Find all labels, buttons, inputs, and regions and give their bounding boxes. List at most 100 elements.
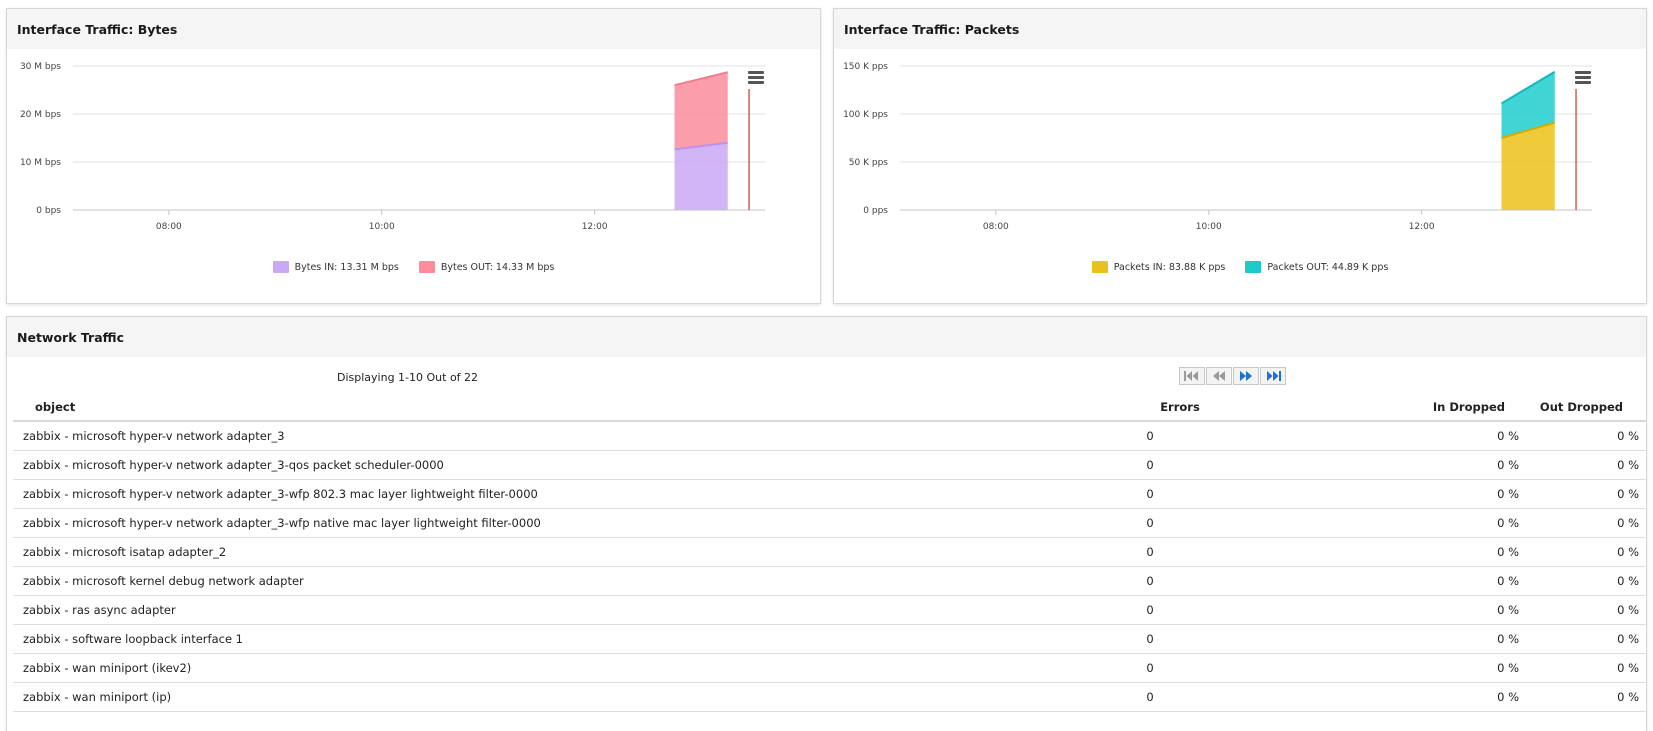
legend-packets-in[interactable]: Packets IN: 83.88 K pps [1091, 261, 1226, 273]
bytes-out-swatch [418, 261, 435, 273]
out-dropped-cell: 0 % [1525, 479, 1647, 509]
pagination-summary: Displaying 1-10 Out of 22 [337, 371, 479, 384]
packets-series-out-area [1501, 71, 1555, 138]
table-row[interactable]: zabbix - ras async adapter 0 0 % 0 % [13, 595, 1647, 625]
bytes-y-tick-label: 20 M bps [20, 110, 61, 120]
errors-cell: 0 [1015, 653, 1285, 683]
out-dropped-cell: 0 % [1525, 624, 1647, 654]
packets-series-in-area [1501, 122, 1555, 210]
bytes-y-tick-label: 10 M bps [20, 158, 61, 168]
errors-cell: 0 [1015, 421, 1285, 451]
legend-bytes-in-label: Bytes IN: 13.31 M bps [294, 261, 399, 273]
in-dropped-cell: 0 % [1285, 508, 1525, 538]
next-page-button[interactable] [1233, 367, 1259, 385]
out-dropped-cell: 0 % [1525, 653, 1647, 683]
packets-menu-icon-bar [1575, 76, 1591, 79]
pagination-controls [1179, 367, 1286, 385]
packets-in-swatch [1091, 261, 1108, 273]
bytes-menu-icon-bar [748, 81, 764, 84]
packets-x-tick-label: 12:00 [1409, 222, 1435, 232]
bytes-series-in-line [674, 141, 728, 151]
table-row[interactable]: zabbix - microsoft hyper-v network adapt… [13, 479, 1647, 509]
packets-panel-title: Interface Traffic: Packets [834, 9, 1646, 49]
network-panel-title: Network Traffic [7, 317, 1646, 357]
packets-menu-icon[interactable] [1575, 71, 1591, 84]
in-dropped-cell: 0 % [1285, 653, 1525, 683]
bytes-x-tick-label: 10:00 [369, 222, 395, 232]
table-row[interactable]: zabbix - wan miniport (ikev2) 0 0 % 0 % [13, 653, 1647, 683]
legend-bytes-out-label: Bytes OUT: 14.33 M bps [440, 261, 555, 273]
out-dropped-cell: 0 % [1525, 595, 1647, 625]
object-cell: zabbix - wan miniport (ip) [13, 682, 1015, 712]
packets-chart-panel: Interface Traffic: Packets 0 pps 50 K pps… [833, 8, 1647, 304]
packets-menu-icon-bar [1575, 71, 1591, 74]
bytes-menu-icon-bar [748, 76, 764, 79]
bytes-series-in-area [674, 142, 728, 210]
bytes-chart: 0 bps 10 M bps 20 M bps 30 M bps 08:00 10:00 1… [20, 62, 765, 232]
packets-menu-icon-bar [1575, 81, 1591, 84]
bytes-series-out-area [674, 72, 728, 150]
bytes-legend: Bytes IN: 13.31 M bps Bytes OUT: 14.33 M… [7, 261, 820, 273]
object-cell: zabbix - ras async adapter [13, 595, 1015, 625]
legend-packets-in-label: Packets IN: 83.88 K pps [1113, 261, 1226, 273]
packets-y-tick-label: 0 pps [863, 206, 888, 216]
table-header-row: object Errors In Dropped Out Dropped [13, 393, 1647, 422]
legend-packets-out[interactable]: Packets OUT: 44.89 K pps [1245, 261, 1388, 273]
in-dropped-cell: 0 % [1285, 537, 1525, 567]
bytes-menu-icon[interactable] [748, 71, 764, 84]
column-header-in-dropped[interactable]: In Dropped [1285, 393, 1525, 422]
bytes-in-swatch [272, 261, 289, 273]
network-traffic-panel: Network Traffic Displaying 1-10 Out of 2… [6, 316, 1647, 731]
first-page-icon [1184, 371, 1198, 381]
bytes-menu-icon-bar [748, 71, 764, 74]
errors-cell: 0 [1015, 537, 1285, 567]
bytes-chart-panel: Interface Traffic: Bytes 0 bps 10 M bps 20… [6, 8, 821, 304]
in-dropped-cell: 0 % [1285, 421, 1525, 451]
table-row[interactable]: zabbix - microsoft kernel debug network … [13, 566, 1647, 596]
column-header-errors[interactable]: Errors [1015, 393, 1285, 422]
packets-series-out-line [1500, 70, 1556, 105]
packets-x-tick-label: 08:00 [983, 222, 1009, 232]
last-page-icon [1267, 371, 1281, 381]
in-dropped-cell: 0 % [1285, 566, 1525, 596]
packets-y-tick-label: 150 K pps [843, 62, 888, 72]
bytes-x-tick-label: 12:00 [582, 222, 608, 232]
legend-packets-out-label: Packets OUT: 44.89 K pps [1267, 261, 1389, 273]
column-header-object[interactable]: object [13, 393, 1015, 422]
out-dropped-cell: 0 % [1525, 421, 1647, 451]
in-dropped-cell: 0 % [1285, 595, 1525, 625]
bytes-panel-title: Interface Traffic: Bytes [7, 9, 820, 49]
object-cell: zabbix - microsoft hyper-v network adapt… [13, 450, 1015, 480]
legend-bytes-out[interactable]: Bytes OUT: 14.33 M bps [418, 261, 555, 273]
errors-cell: 0 [1015, 566, 1285, 596]
table-row[interactable]: zabbix - microsoft isatap adapter_2 0 0 % 0… [13, 537, 1647, 567]
errors-cell: 0 [1015, 624, 1285, 654]
bytes-y-tick-label: 0 bps [36, 206, 61, 216]
in-dropped-cell: 0 % [1285, 450, 1525, 480]
object-cell: zabbix - microsoft hyper-v network adapt… [13, 479, 1015, 509]
first-page-button[interactable] [1179, 367, 1205, 385]
last-page-button[interactable] [1260, 367, 1286, 385]
table-row[interactable]: zabbix - microsoft hyper-v network adapt… [13, 450, 1647, 480]
previous-page-button[interactable] [1206, 367, 1232, 385]
errors-cell: 0 [1015, 508, 1285, 538]
bytes-y-tick-label: 30 M bps [20, 62, 61, 72]
object-cell: zabbix - microsoft isatap adapter_2 [13, 537, 1015, 567]
table-row[interactable]: zabbix - wan miniport (ip) 0 0 % 0 % [13, 682, 1647, 712]
packets-legend: Packets IN: 83.88 K pps Packets OUT: 44.… [834, 261, 1646, 273]
out-dropped-cell: 0 % [1525, 566, 1647, 596]
out-dropped-cell: 0 % [1525, 450, 1647, 480]
in-dropped-cell: 0 % [1285, 682, 1525, 712]
out-dropped-cell: 0 % [1525, 537, 1647, 567]
packets-x-tick-label: 10:00 [1196, 222, 1222, 232]
errors-cell: 0 [1015, 595, 1285, 625]
table-row[interactable]: zabbix - microsoft hyper-v network adapt… [13, 508, 1647, 538]
table-row[interactable]: zabbix - microsoft hyper-v network adapt… [13, 421, 1647, 451]
column-header-out-dropped[interactable]: Out Dropped [1525, 393, 1647, 422]
legend-bytes-in[interactable]: Bytes IN: 13.31 M bps [272, 261, 399, 273]
packets-series-in-line [1501, 121, 1556, 139]
object-cell: zabbix - microsoft kernel debug network … [13, 566, 1015, 596]
object-cell: zabbix - microsoft hyper-v network adapt… [13, 421, 1015, 451]
packets-out-swatch [1245, 261, 1262, 273]
